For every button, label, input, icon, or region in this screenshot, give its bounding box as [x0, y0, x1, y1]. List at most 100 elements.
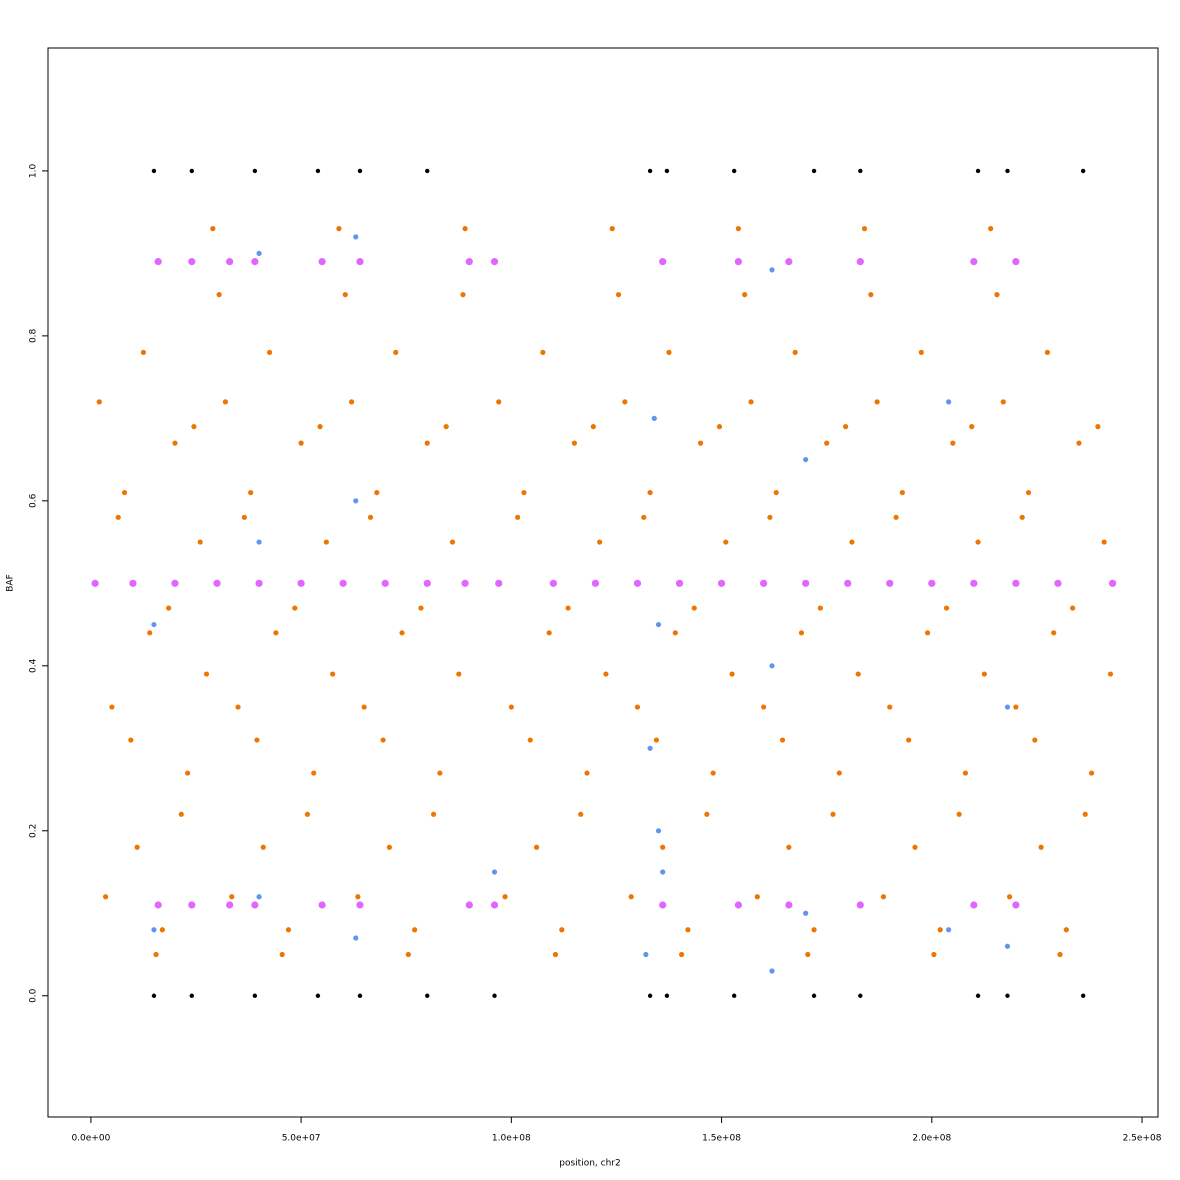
y-tick-label: 0.0 [29, 988, 39, 1003]
point [297, 579, 305, 587]
point [292, 605, 298, 611]
point [256, 250, 262, 256]
point [103, 894, 109, 900]
point [868, 292, 874, 298]
point [970, 579, 978, 587]
point [874, 399, 880, 405]
point [651, 415, 657, 421]
point [515, 514, 521, 520]
point [171, 579, 179, 587]
point [805, 951, 811, 958]
point [412, 927, 418, 933]
point [399, 630, 405, 636]
point [298, 440, 304, 446]
point [460, 292, 466, 298]
point [189, 168, 194, 174]
point [323, 539, 329, 545]
point [697, 440, 704, 446]
x-tick-label: 0.0e+00 [71, 1134, 110, 1144]
point [893, 514, 899, 520]
point [461, 579, 469, 587]
point [134, 844, 140, 850]
point [988, 226, 994, 232]
point [655, 828, 662, 834]
point [659, 901, 667, 909]
point [622, 399, 628, 405]
point [836, 770, 842, 776]
x-tick-label: 1.0e+08 [492, 1134, 531, 1144]
x-tick-label: 5.0e+07 [282, 1134, 321, 1144]
point [647, 745, 653, 751]
point [786, 844, 792, 850]
point [405, 951, 411, 958]
point [664, 993, 670, 998]
point [491, 869, 498, 875]
point [465, 901, 473, 909]
point [1076, 440, 1082, 446]
point [549, 579, 557, 587]
point [140, 349, 147, 355]
point [456, 671, 462, 677]
point [252, 993, 258, 998]
point [1012, 579, 1020, 587]
point [803, 910, 809, 916]
point [803, 456, 809, 463]
point [151, 621, 157, 628]
point [252, 168, 258, 174]
point [256, 539, 262, 545]
x-axis-label: position, chr2 [559, 1159, 620, 1169]
point [906, 737, 912, 743]
point [760, 579, 768, 587]
point [856, 901, 864, 909]
y-tick-label: 0.2 [29, 824, 39, 838]
point [203, 671, 210, 677]
point [802, 579, 810, 587]
point [844, 579, 852, 587]
point [660, 869, 666, 875]
point [361, 704, 367, 710]
point [679, 951, 685, 958]
point [672, 630, 678, 636]
point [216, 292, 222, 298]
point [1044, 349, 1051, 355]
point [858, 168, 863, 174]
point [449, 539, 456, 545]
point [315, 993, 321, 998]
point [1032, 737, 1038, 743]
point [792, 349, 798, 355]
point [647, 993, 653, 998]
point [318, 258, 326, 266]
point [886, 579, 894, 587]
point [189, 993, 194, 998]
point [773, 489, 779, 496]
point [628, 894, 634, 900]
point [731, 993, 737, 998]
point [634, 704, 641, 710]
point [924, 630, 931, 636]
y-tick-label: 0.8 [29, 328, 39, 343]
point [241, 514, 247, 520]
point [1082, 811, 1088, 817]
point [423, 579, 431, 587]
point [603, 671, 609, 677]
point [590, 424, 596, 430]
point [975, 168, 981, 174]
point [918, 349, 924, 355]
point [147, 630, 153, 636]
point [633, 579, 642, 587]
point [704, 811, 710, 817]
point [675, 579, 684, 587]
point [785, 258, 793, 266]
point [1013, 704, 1019, 710]
point [191, 424, 197, 430]
point [380, 737, 386, 743]
point [855, 671, 861, 677]
point [1004, 704, 1011, 710]
point [496, 399, 502, 405]
x-tick-label: 1.5e+08 [702, 1134, 741, 1144]
point [861, 226, 868, 232]
point [666, 349, 672, 355]
point [565, 605, 571, 611]
point [256, 894, 262, 900]
point [339, 579, 347, 587]
